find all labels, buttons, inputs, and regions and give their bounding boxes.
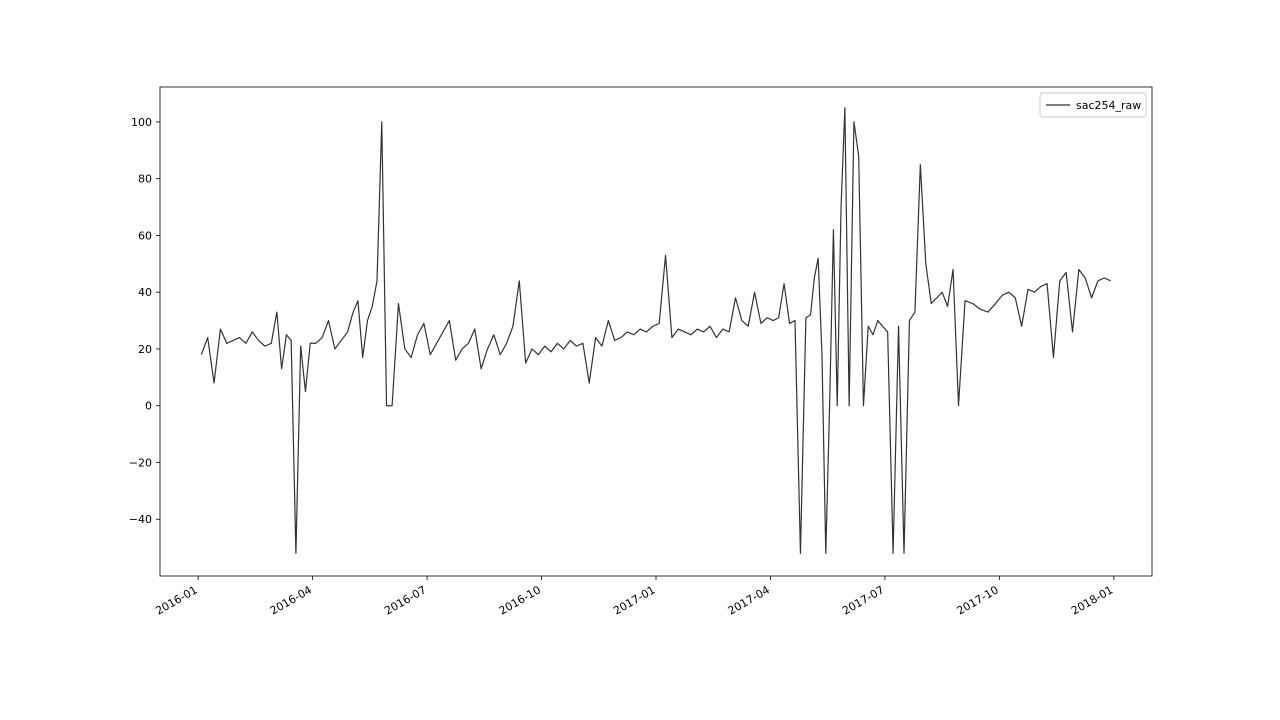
x-tick-label: 2017-04: [726, 583, 772, 617]
legend-box: [1039, 92, 1147, 118]
x-tick-label: 2016-07: [382, 583, 428, 617]
y-tick-label: 40: [138, 286, 152, 299]
x-tick-label: 2016-10: [497, 583, 543, 617]
x-tick-label: 2016-04: [268, 583, 314, 617]
x-tick-label: 2017-01: [611, 583, 657, 617]
y-tick-label: 0: [145, 400, 152, 413]
y-tick-label: 60: [138, 229, 152, 242]
legend: sac254_raw: [1039, 92, 1147, 118]
plot-frame: [159, 86, 1153, 577]
x-tick-label: 2016-01: [153, 583, 199, 617]
data-line: [200, 107, 1111, 554]
y-tick-label: 20: [138, 343, 152, 356]
y-tick-label: 100: [131, 116, 152, 129]
y-tick-label: −40: [129, 513, 152, 526]
x-tick-label: 2017-07: [840, 583, 886, 617]
legend-label: sac254_raw: [1076, 99, 1141, 112]
y-tick-label: −20: [129, 456, 152, 469]
y-tick-label: 80: [138, 173, 152, 186]
x-tick-label: 2018-01: [1069, 583, 1115, 617]
x-tick-label: 2017-10: [955, 583, 1001, 617]
